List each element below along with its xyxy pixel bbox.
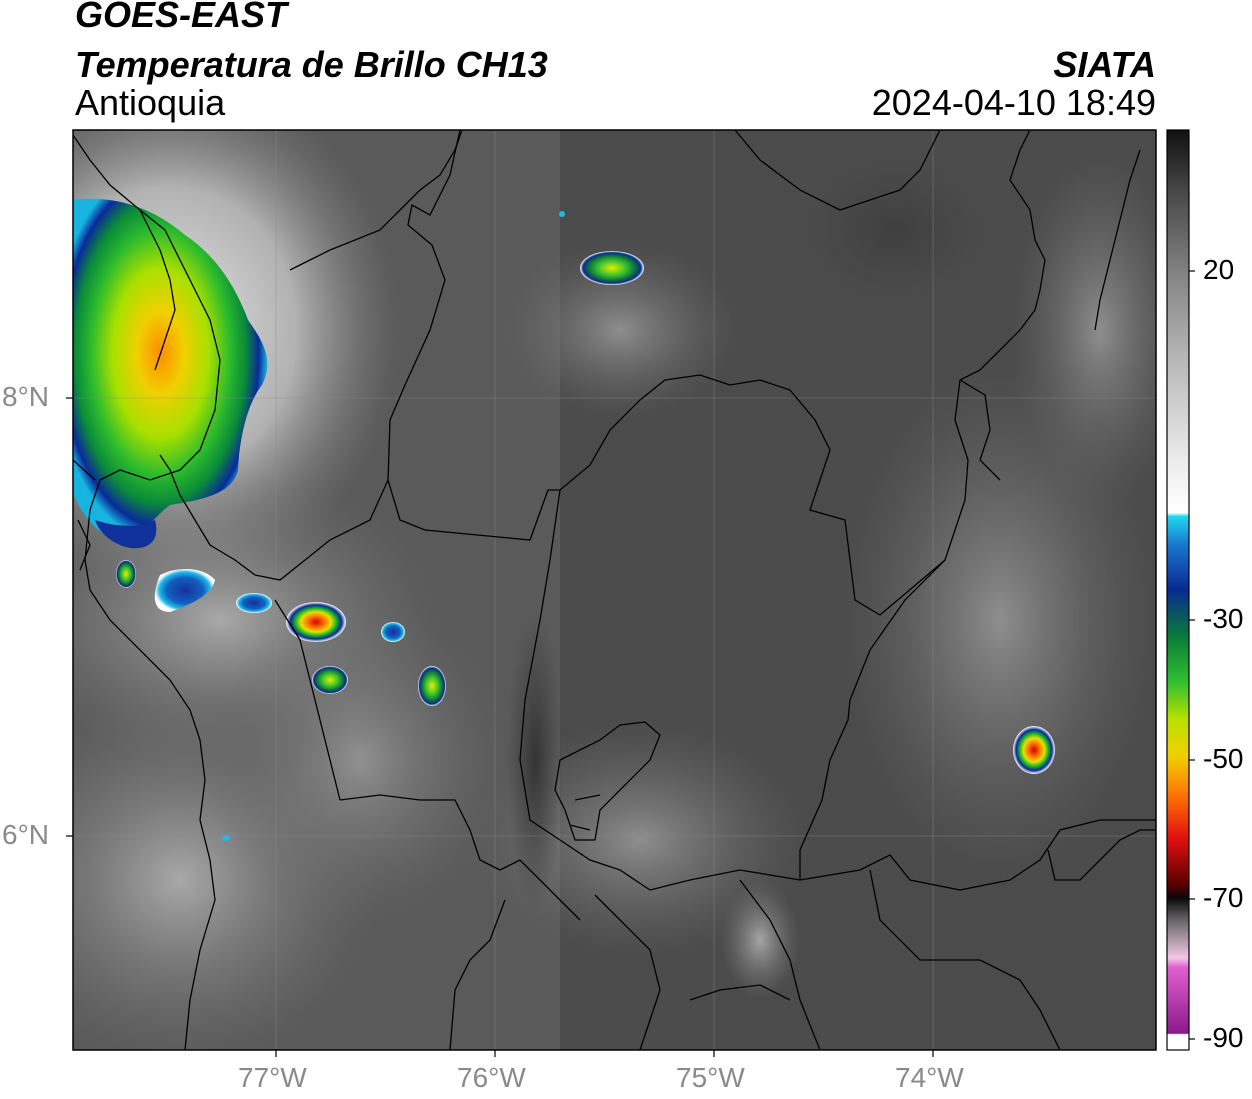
colorbar-ticks: [1189, 270, 1195, 1040]
map-frame: [72, 129, 1157, 1051]
colorbar-label: -70: [1203, 882, 1244, 913]
timestamp-label: 2024-04-10 18:49: [871, 82, 1156, 123]
brightness-temperature-field: [73, 130, 1156, 1050]
colorbar-label: -50: [1203, 743, 1244, 774]
colorbar-label: -30: [1203, 603, 1244, 634]
map-title: GOES-EAST: [75, 0, 288, 35]
organization-label: SIATA: [1053, 44, 1156, 85]
longitude-label-75w: 75°W: [676, 1062, 745, 1093]
political-boundaries: [73, 130, 1156, 1050]
axis-ticks: [66, 397, 934, 1057]
colorbar-label: 20: [1203, 254, 1235, 285]
product-title: Temperatura de Brillo CH13: [75, 44, 548, 85]
graticule: [73, 130, 1156, 1050]
longitude-label-77w: 77°W: [238, 1062, 307, 1093]
longitude-label-74w: 74°W: [895, 1062, 964, 1093]
colorbar: [1166, 129, 1190, 1051]
region-label: Antioquia: [75, 82, 226, 123]
latitude-label-8n: 8°N: [2, 381, 49, 412]
latitude-label-6n: 6°N: [2, 819, 49, 850]
colorbar-label: -90: [1203, 1022, 1244, 1053]
longitude-label-76w: 76°W: [457, 1062, 526, 1093]
